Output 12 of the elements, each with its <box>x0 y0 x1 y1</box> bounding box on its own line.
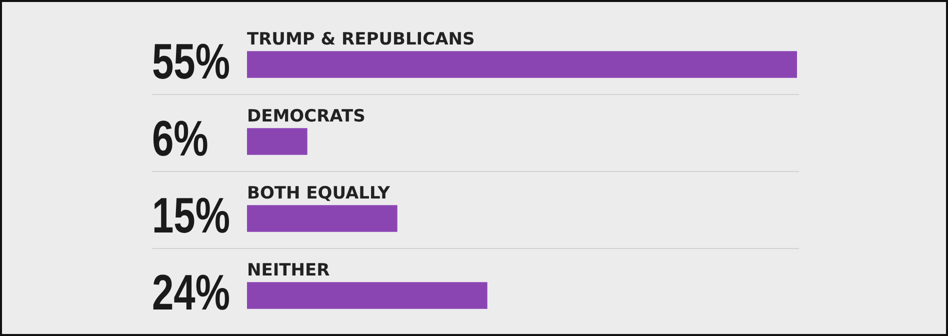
bar <box>247 51 797 78</box>
bar <box>247 128 308 155</box>
data-label: 15% <box>152 186 230 244</box>
y-tick-label: NEITHER <box>247 260 330 280</box>
data-label: 6% <box>152 110 208 167</box>
bar <box>247 205 398 232</box>
y-tick-label: DEMOCRATS <box>247 106 366 126</box>
bar <box>247 282 488 309</box>
y-tick-label: BOTH EQUALLY <box>247 184 391 204</box>
y-tick-label: TRUMP & REPUBLICANS <box>247 30 475 50</box>
data-label: 24% <box>152 264 230 321</box>
data-label: 55% <box>152 32 230 90</box>
